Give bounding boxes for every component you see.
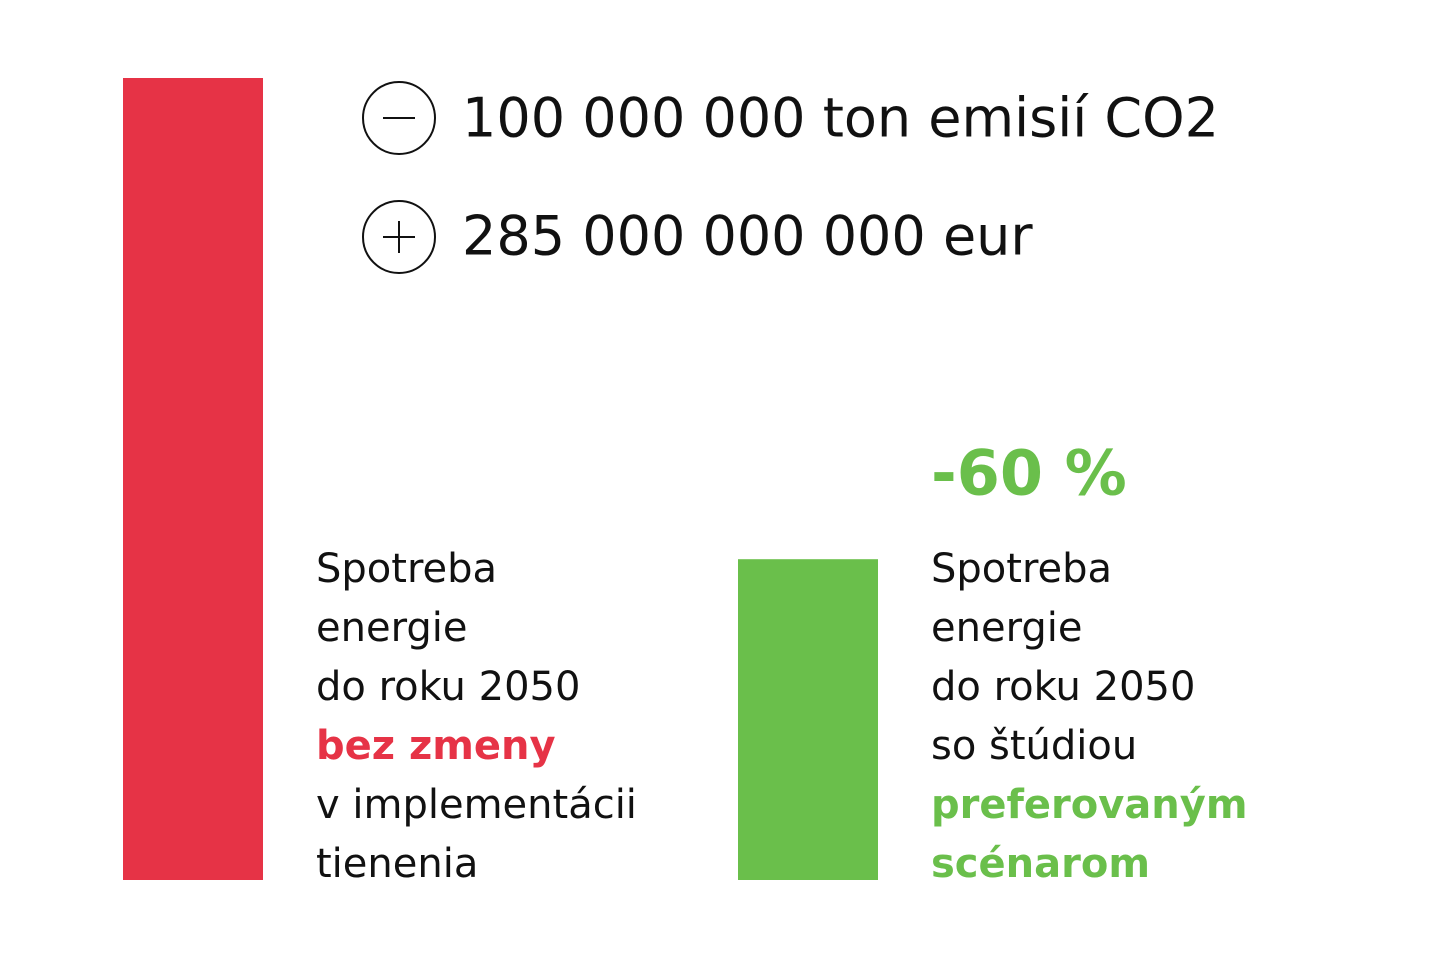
bar <box>738 559 878 880</box>
label-highlight: bez zmeny <box>316 723 556 769</box>
label-line: so štúdiou <box>931 723 1137 769</box>
stat-text: 285 000 000 000 eur <box>462 205 1033 268</box>
bar <box>123 78 263 880</box>
stat-text: 100 000 000 ton emisií CO2 <box>462 87 1219 150</box>
label-line: Spotreba <box>931 546 1112 592</box>
plus-icon <box>362 200 436 274</box>
label-line: v implementácii <box>316 782 637 828</box>
label-highlight: scénarom <box>931 841 1150 887</box>
label-line: do roku 2050 <box>316 664 580 710</box>
minus-icon <box>362 81 436 155</box>
label-line: tienenia <box>316 841 478 887</box>
label-line: energie <box>931 605 1082 651</box>
annotation: -60 % <box>931 436 1127 509</box>
label-line: Spotreba <box>316 546 497 592</box>
label-line: do roku 2050 <box>931 664 1195 710</box>
label-highlight: preferovaným <box>931 782 1248 828</box>
label-line: energie <box>316 605 467 651</box>
